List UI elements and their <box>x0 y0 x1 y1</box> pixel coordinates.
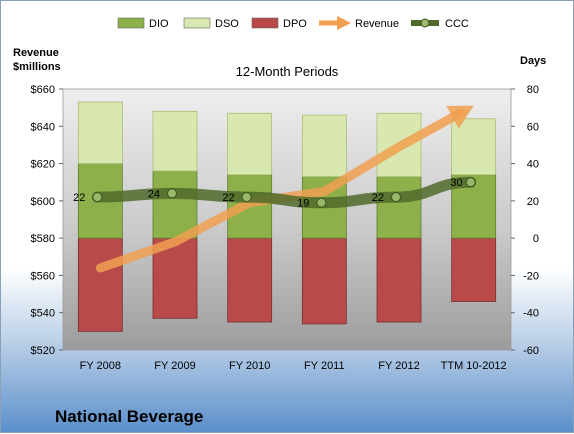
x-tick-label: FY 2008 <box>80 360 121 372</box>
ccc-data-label: 19 <box>297 198 309 210</box>
x-axis: FY 2008 FY 2009 FY 2010 FY 2011 FY 2012 TTM 1… <box>80 360 507 372</box>
ccc-data-label: 30 <box>450 177 462 189</box>
left-axis-title-line2: $millions <box>13 61 61 73</box>
legend-label-revenue: Revenue <box>355 18 399 30</box>
bar-dso <box>301 114 347 178</box>
bar-dpo <box>301 237 347 325</box>
right-axis-title: Days <box>520 55 546 67</box>
bar-dio <box>152 170 198 239</box>
left-tick-label: $620 <box>31 159 55 171</box>
legend-swatch-dso <box>183 17 211 29</box>
right-tick-label: 40 <box>527 159 539 171</box>
ccc-data-label: 22 <box>372 192 384 204</box>
ccc-line <box>91 176 477 209</box>
ccc-series: 22 24 22 19 22 30 <box>73 176 477 210</box>
left-axis-title-line1: Revenue <box>13 47 59 59</box>
legend-label-dpo: DPO <box>283 18 307 30</box>
legend-label-ccc: CCC <box>445 18 469 30</box>
right-tick-label: 0 <box>533 233 539 245</box>
left-axis: $520 $540 $560 $580 $600 $620 $640 $660 <box>31 84 63 357</box>
left-tick-label: $660 <box>31 84 55 96</box>
bar-dpo <box>451 237 497 302</box>
x-tick-label: FY 2010 <box>229 360 270 372</box>
bar-dpo <box>227 237 273 323</box>
right-tick-label: 60 <box>527 121 539 133</box>
legend-arrowhead-revenue <box>337 16 351 30</box>
legend-swatch-dpo <box>251 17 279 29</box>
left-tick-label: $640 <box>31 121 55 133</box>
left-tick-label: $540 <box>31 308 55 320</box>
revenue-arrowhead <box>446 105 474 129</box>
legend-marker-ccc <box>420 18 430 28</box>
right-tick-label: -40 <box>523 308 539 320</box>
x-tick-label: FY 2012 <box>378 360 419 372</box>
right-tick-label: -20 <box>523 270 539 282</box>
bar-dso <box>152 110 198 172</box>
right-tick-label: -60 <box>523 345 539 357</box>
bar-dpo <box>376 237 422 323</box>
ccc-data-label: 22 <box>73 192 85 204</box>
ccc-point <box>391 192 401 203</box>
left-tick-label: $560 <box>31 270 55 282</box>
ccc-data-label: 24 <box>148 188 160 200</box>
legend-label-dio: DIO <box>149 18 169 30</box>
left-tick-label: $520 <box>31 345 55 357</box>
plot-area <box>62 88 512 351</box>
x-tick-label: FY 2009 <box>154 360 195 372</box>
ccc-point <box>316 197 327 208</box>
right-tick-label: 80 <box>527 84 539 96</box>
chart-subtitle: 12-Month Periods <box>236 64 339 79</box>
ccc-data-label: 22 <box>222 192 234 204</box>
legend-label-dso: DSO <box>215 18 239 30</box>
ccc-point <box>241 192 252 203</box>
bar-dso <box>77 101 123 164</box>
x-tick-label: FY 2011 <box>304 360 345 372</box>
ccc-point <box>167 188 177 199</box>
right-tick-label: 20 <box>527 196 539 208</box>
right-axis: -60 -40 -20 0 20 40 60 80 <box>511 84 539 357</box>
bar-dpo <box>77 237 123 332</box>
ccc-point <box>465 177 476 188</box>
company-name: National Beverage <box>55 407 204 426</box>
left-tick-label: $600 <box>31 196 55 208</box>
legend: DIO DSO DPO Revenue CCC <box>117 16 469 30</box>
ccc-point <box>92 192 103 203</box>
left-tick-label: $580 <box>31 233 55 245</box>
bars <box>77 101 497 332</box>
bar-dio <box>376 176 422 239</box>
bar-dso <box>227 112 273 176</box>
legend-swatch-dio <box>117 17 145 29</box>
x-tick-label: TTM 10-2012 <box>441 360 507 372</box>
